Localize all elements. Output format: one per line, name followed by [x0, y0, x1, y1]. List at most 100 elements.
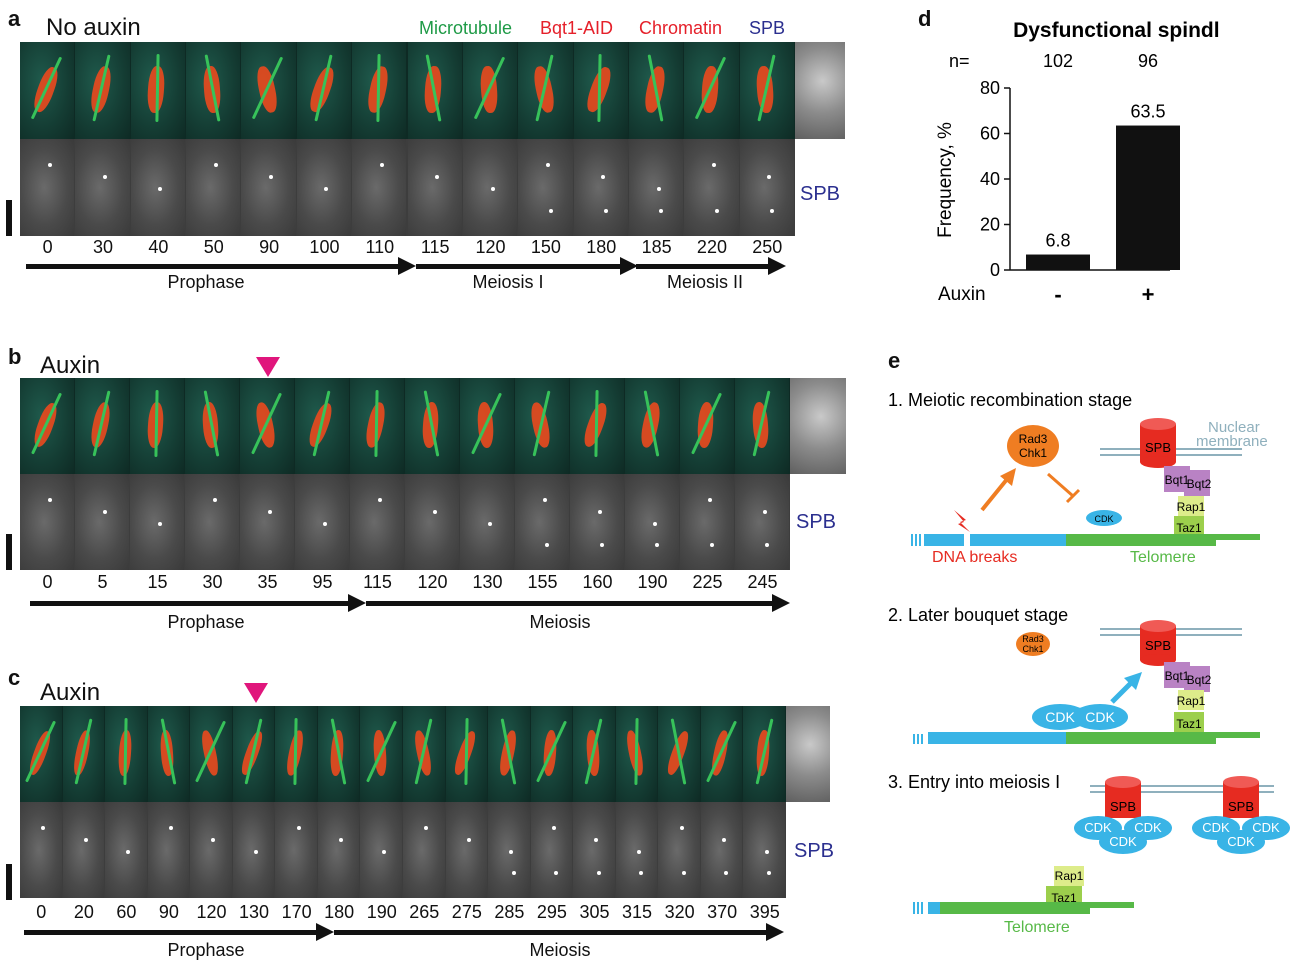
- taz1-label-2: Taz1: [1176, 717, 1202, 731]
- spb-frame: [296, 139, 352, 236]
- spb-frame: [488, 802, 530, 898]
- panel-a-color-strip: [20, 42, 795, 139]
- panel-b-arrowhead-1: [348, 594, 366, 612]
- panel-e-label: e: [888, 348, 901, 373]
- fluorescence-frame: [570, 378, 624, 474]
- fluorescence-frame: [360, 706, 402, 802]
- time-label: 30: [202, 572, 223, 592]
- fluorescence-frame: [352, 42, 407, 139]
- bqt1-label-1: Bqt1: [1165, 473, 1190, 487]
- spb-frame: [240, 474, 294, 570]
- fluorescence-frame: [62, 706, 105, 802]
- fluorescence-frame: [240, 378, 294, 474]
- n-value: 102: [1043, 51, 1073, 71]
- fluorescence-frame: [515, 378, 569, 474]
- n-prefix: n=: [949, 51, 970, 71]
- fluorescence-frame: [20, 378, 74, 474]
- telomere-label-1: Telomere: [1130, 549, 1196, 566]
- time-label: 0: [36, 902, 47, 922]
- fluorescence-frame: [573, 42, 628, 139]
- panel-b-condition: Auxin: [40, 352, 101, 379]
- time-label: 295: [536, 902, 567, 922]
- panel-b-label: b: [8, 344, 22, 369]
- fluorescence-frame: [684, 42, 739, 139]
- spb-frame: [680, 474, 734, 570]
- fluorescence-frame: [488, 706, 530, 802]
- spb-frame: [350, 474, 404, 570]
- legend-spb: SPB: [749, 18, 786, 38]
- fluorescence-frame: [518, 42, 573, 139]
- spb-frame: [75, 474, 129, 570]
- time-label: 110: [365, 237, 395, 257]
- panel-a-label: a: [8, 6, 21, 31]
- activation-arrowhead: [1000, 468, 1016, 486]
- spb-frame: [105, 802, 147, 898]
- panel-b-phase-prophase: Prophase: [167, 612, 245, 632]
- panel-c-arrowhead-marker: [244, 683, 268, 703]
- fluorescence-frame: [700, 706, 743, 802]
- dna-segment-mid: [970, 534, 1066, 546]
- bar: [1026, 254, 1090, 270]
- fluorescence-frame: [105, 706, 147, 802]
- spb-frame: [573, 802, 615, 898]
- panel-c-spb-label: SPB: [794, 840, 835, 862]
- fluorescence-frame: [350, 378, 404, 474]
- fluorescence-frame: [20, 42, 75, 139]
- rap1-box: [1178, 496, 1204, 516]
- spb-frame: [615, 802, 658, 898]
- telomere-strand-top: [1066, 534, 1260, 540]
- telomere-label-3: Telomere: [1004, 919, 1070, 936]
- time-label: 115: [363, 572, 392, 592]
- nuclear-label-2: membrane: [1196, 433, 1268, 450]
- stage1-title: 1. Meiotic recombination stage: [888, 390, 1132, 410]
- cdk-label-2a: CDK: [1045, 709, 1075, 725]
- legend-chromatin: Chromatin: [639, 18, 723, 38]
- fluorescence-frame: [462, 42, 518, 139]
- panel-c-arrow-prophase: [24, 930, 320, 935]
- panel-b-dic-image: [790, 378, 846, 474]
- panel-a-arrow-meiosis2: [636, 264, 772, 269]
- spb-frame: [462, 139, 518, 236]
- spb-frame: [515, 474, 569, 570]
- telomere-strand-bottom: [1066, 540, 1216, 546]
- panel-b-scale-bar: [6, 534, 12, 570]
- time-label: 220: [696, 237, 727, 257]
- chk1-label-2: Chk1: [1022, 644, 1043, 654]
- legend-bqt1: Bqt1-AID: [540, 18, 614, 38]
- inhibition-bar: [1065, 488, 1081, 504]
- y-tick-label: 40: [980, 169, 1000, 189]
- time-label: 40: [148, 237, 169, 257]
- spb-frame: [185, 474, 239, 570]
- fluorescence-frame: [75, 42, 130, 139]
- spb-frame: [275, 802, 317, 898]
- panel-a-spb-label: SPB: [800, 183, 841, 205]
- bqt2-label-2: Bqt2: [1187, 673, 1212, 687]
- time-label: 155: [527, 572, 558, 592]
- bar-chart: Dysfunctional spindles n= Auxin Frequenc…: [935, 19, 1220, 307]
- panel-a-arrow-prophase: [26, 264, 402, 269]
- fluorescence-frame: [743, 706, 785, 802]
- taz1-label-1: Taz1: [1176, 521, 1202, 535]
- spb-frame: [352, 139, 407, 236]
- fluorescence-frame: [130, 378, 184, 474]
- time-label: 50: [203, 237, 224, 257]
- bar: [1116, 125, 1180, 270]
- lightning-icon: [954, 510, 970, 532]
- spb-frame: [700, 802, 743, 898]
- panel-c-dic-image: [786, 706, 830, 802]
- stage2-title: 2. Later bouquet stage: [888, 605, 1068, 625]
- time-label: 395: [749, 902, 780, 922]
- spb-frame: [573, 139, 628, 236]
- fluorescence-frame: [445, 706, 488, 802]
- time-label: 225: [692, 572, 723, 592]
- spb-label-2: SPB: [1145, 638, 1171, 653]
- fluorescence-frame: [658, 706, 700, 802]
- panel-a-arrowhead-1: [398, 257, 416, 275]
- cdk-label-3e: CDK: [1252, 820, 1280, 835]
- panel-c-scale-bar: [6, 864, 12, 900]
- dna-breaks-label: DNA breaks: [932, 549, 1017, 566]
- spb-frame: [20, 802, 62, 898]
- fluorescence-frame: [403, 706, 445, 802]
- fluorescence-frame: [275, 706, 317, 802]
- cdk-small-1: [1086, 510, 1122, 526]
